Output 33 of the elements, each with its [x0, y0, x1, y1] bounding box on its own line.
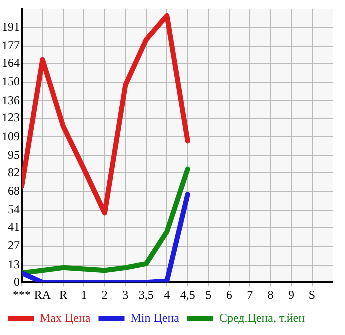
y-tick-label: 164 — [2, 56, 20, 70]
y-tick-label: 136 — [2, 93, 20, 108]
x-tick-label: RA — [34, 288, 52, 302]
y-tick-label: 54 — [8, 202, 20, 217]
y-tick-label: 0 — [14, 274, 20, 289]
y-tick-label: 109 — [2, 129, 20, 144]
y-tick-label: 27 — [8, 238, 20, 253]
x-tick-label: S — [308, 288, 316, 302]
x-tick-label: 3 — [122, 288, 129, 302]
y-tick-label: 95 — [8, 148, 20, 162]
y-tick-label: 191 — [2, 20, 20, 34]
x-tick-label: 4,5 — [180, 288, 196, 302]
x-tick-label: 7 — [247, 288, 254, 302]
y-tick-label: 123 — [2, 110, 20, 125]
y-tick-label: 150 — [2, 74, 20, 89]
x-tick-label: 2 — [102, 288, 108, 302]
x-tick-label: R — [59, 288, 68, 302]
x-tick-label: 8 — [268, 288, 274, 302]
x-tick-label: 4 — [164, 288, 170, 302]
legend-label: Min Цена — [130, 311, 180, 326]
x-tick-label: 5 — [206, 288, 212, 302]
y-tick-label: 41 — [8, 220, 20, 234]
x-tick-label: 1 — [81, 288, 88, 302]
y-tick-label: 177 — [2, 38, 20, 53]
x-tick-label: *** — [13, 288, 31, 302]
x-tick-label: 6 — [226, 288, 232, 302]
legend-label: Max Цена — [40, 311, 92, 326]
legend-label: Сред.Цена, т.йен — [219, 311, 306, 326]
y-tick-label: 68 — [8, 184, 20, 198]
x-tick-label: 9 — [288, 288, 295, 302]
y-tick-label: 82 — [8, 165, 20, 180]
x-tick-label: 3,5 — [138, 288, 154, 302]
y-tick-label: 13 — [8, 257, 20, 272]
